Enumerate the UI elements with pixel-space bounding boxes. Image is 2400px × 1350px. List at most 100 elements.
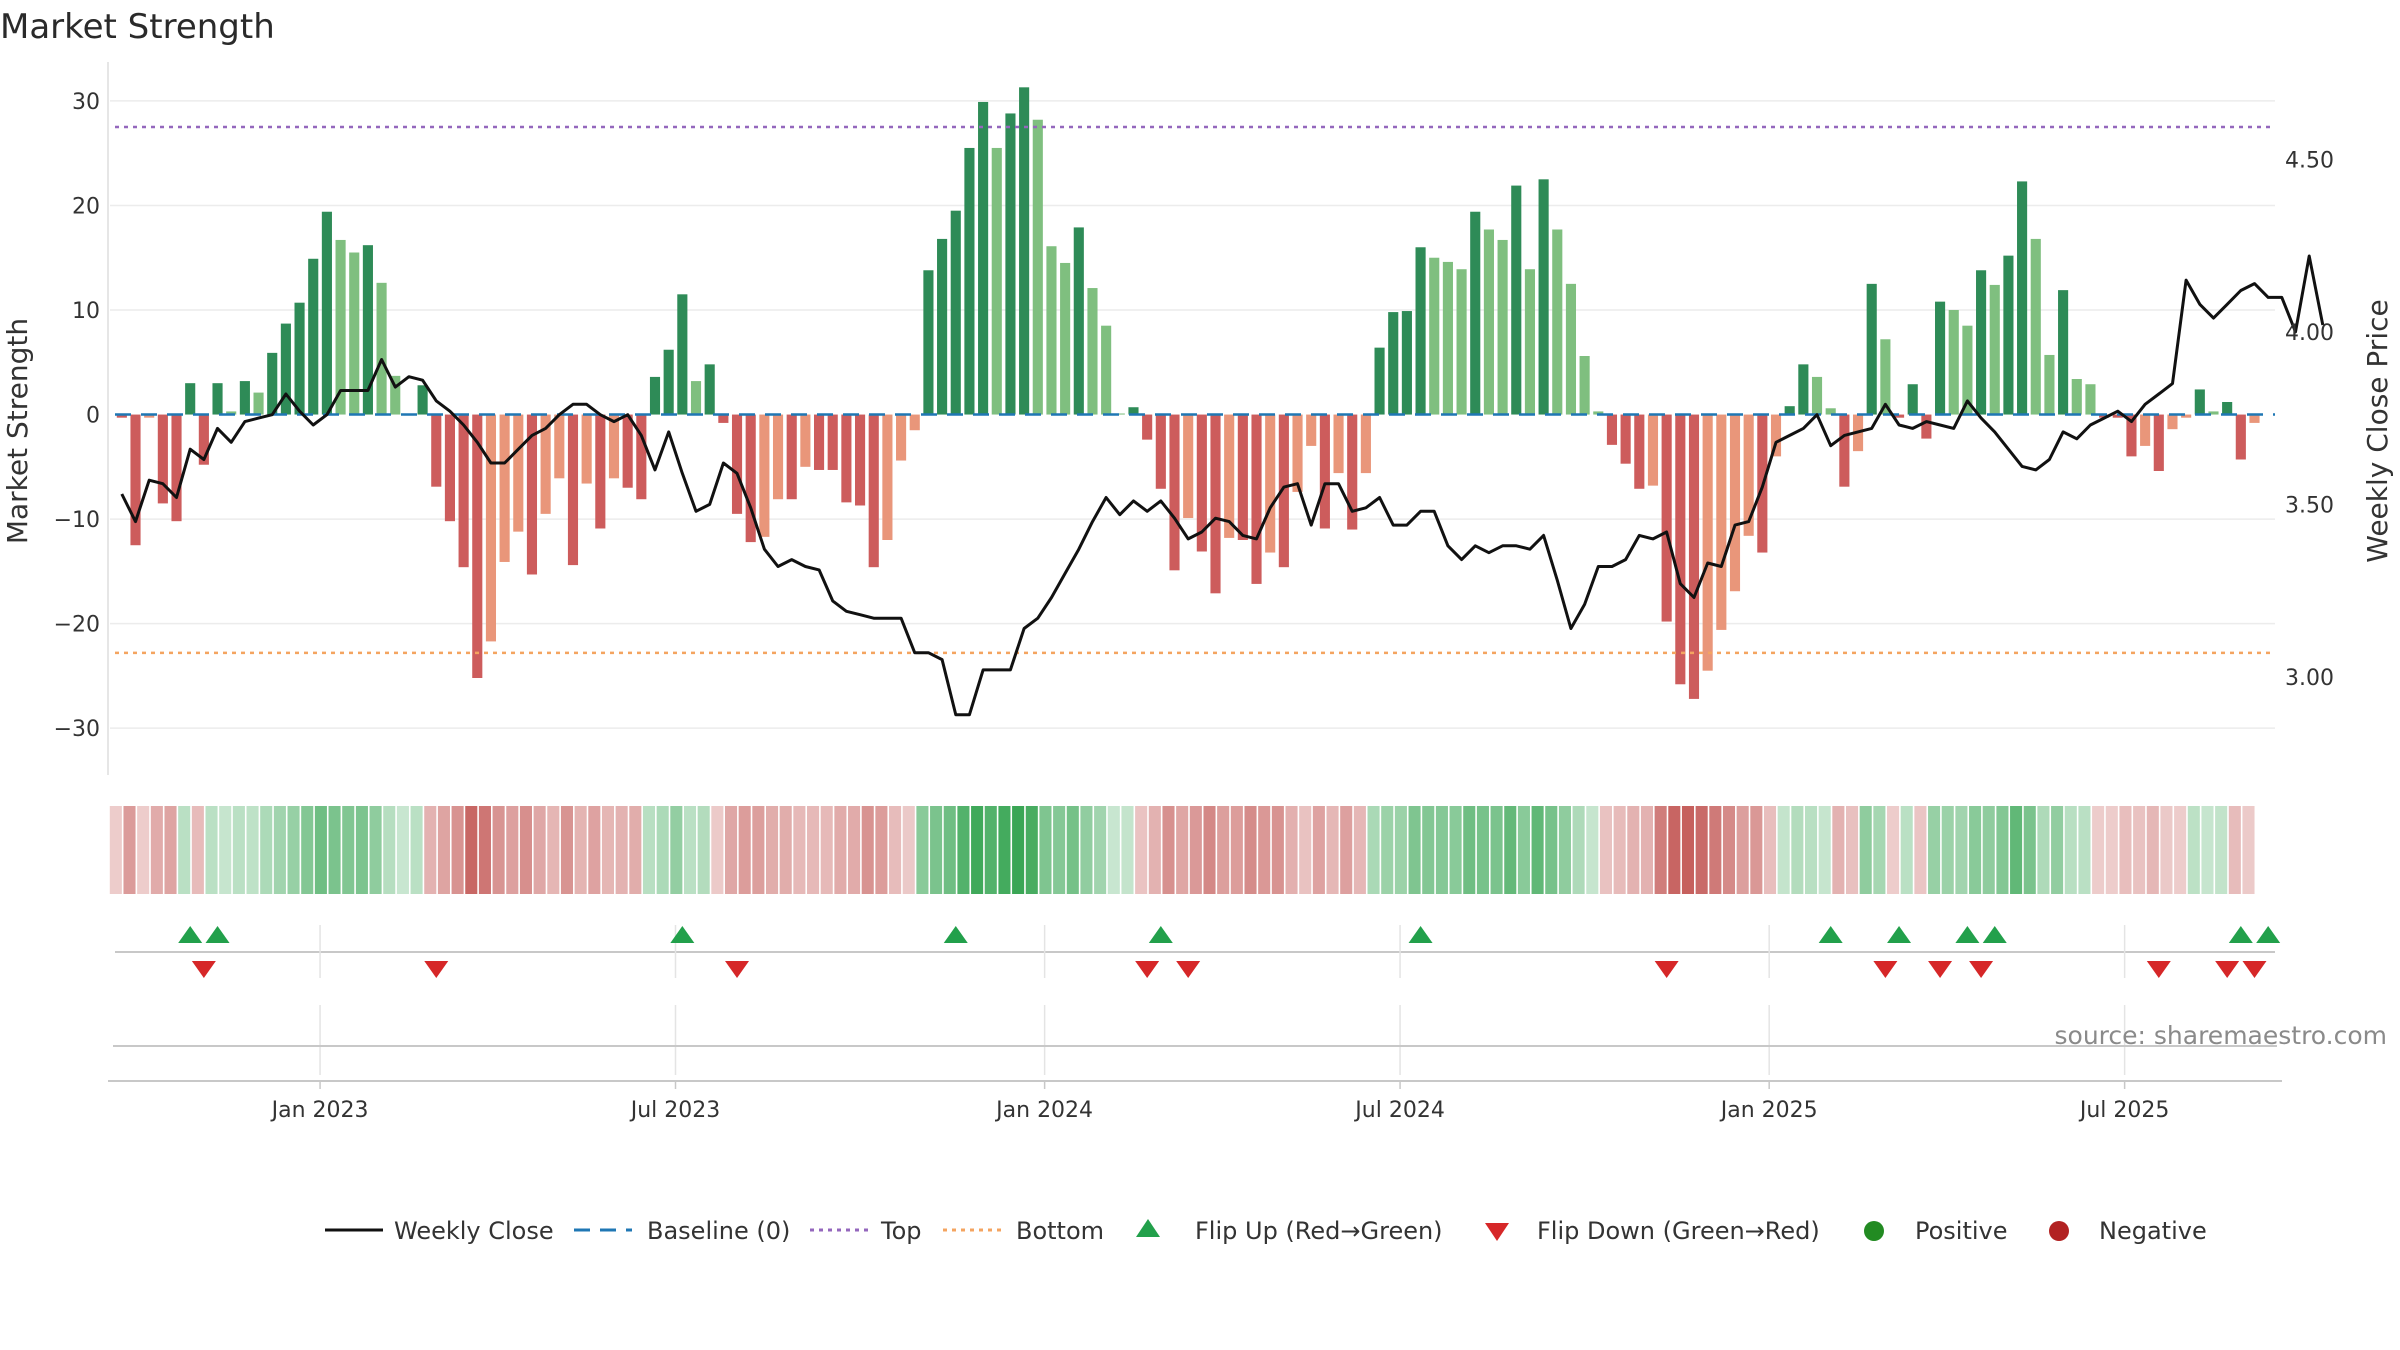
strength-bar xyxy=(690,381,702,415)
heat-cell xyxy=(1176,806,1189,894)
strength-bar xyxy=(636,414,647,500)
strength-bar xyxy=(718,414,729,423)
heat-cell xyxy=(1586,806,1599,894)
strength-bar xyxy=(362,245,373,415)
heat-cell xyxy=(670,806,683,894)
heat-cell xyxy=(2133,806,2146,894)
strength-bar xyxy=(513,414,524,532)
heat-cell xyxy=(820,806,833,894)
heat-cell xyxy=(478,806,491,894)
strength-bar xyxy=(390,375,401,415)
strength-bar xyxy=(950,210,961,415)
strength-bar xyxy=(267,352,278,415)
heat-cell xyxy=(1285,806,1298,894)
heat-cell xyxy=(1900,806,1913,894)
strength-bar xyxy=(937,238,948,415)
heat-cell xyxy=(1791,806,1804,894)
heat-cell xyxy=(1777,806,1790,894)
heat-cell xyxy=(1449,806,1462,894)
strength-bar xyxy=(1634,414,1645,489)
flip-down-marker xyxy=(191,961,216,978)
strength-bar xyxy=(1073,227,1084,415)
heat-cell xyxy=(875,806,888,894)
heat-cell xyxy=(2051,806,2064,894)
strength-bar xyxy=(1155,414,1166,489)
legend-positive-dot-icon xyxy=(1864,1221,1884,1241)
strength-bar xyxy=(1319,414,1330,529)
strength-bar xyxy=(2099,414,2110,418)
flip-up-marker xyxy=(943,926,968,943)
y2-tick-label: 3.00 xyxy=(2285,666,2334,691)
heat-cell xyxy=(1258,806,1271,894)
x-tick-label: Jan 2023 xyxy=(270,1098,369,1123)
strength-bar xyxy=(444,414,455,522)
strength-bar xyxy=(581,414,592,484)
strength-bar xyxy=(1907,384,1918,415)
heat-cell xyxy=(1832,806,1845,894)
legend-top: Top xyxy=(810,1217,922,1245)
strength-bar xyxy=(2071,379,2082,415)
heat-cell xyxy=(1080,806,1093,894)
strength-bar xyxy=(1921,414,1932,439)
heat-cell xyxy=(1545,806,1558,894)
strength-bar xyxy=(923,270,934,415)
strength-bar xyxy=(526,414,538,575)
heat-cell xyxy=(232,806,245,894)
strength-heat-strip xyxy=(109,806,2255,894)
heat-cell xyxy=(2092,806,2105,894)
strength-bar xyxy=(1278,414,1289,568)
legend-flip-up-label: Flip Up (Red→Green) xyxy=(1195,1217,1443,1245)
legend-baseline-label: Baseline (0) xyxy=(647,1217,790,1245)
heat-cell xyxy=(2105,806,2118,894)
heat-cell xyxy=(2023,806,2036,894)
heat-cell xyxy=(848,806,861,894)
flip-up-marker xyxy=(1148,926,1173,943)
heat-cell xyxy=(629,806,642,894)
heat-cell xyxy=(109,806,122,894)
heat-cell xyxy=(697,806,710,894)
heat-cell xyxy=(1107,806,1120,894)
x-tick-label: Jan 2025 xyxy=(1719,1098,1818,1123)
heat-cell xyxy=(656,806,669,894)
heat-cell xyxy=(724,806,738,894)
strength-bar xyxy=(2249,414,2260,423)
heat-cell xyxy=(506,806,519,894)
heat-cell xyxy=(2215,806,2228,894)
legend-flip-down-icon xyxy=(1485,1223,1509,1241)
strength-bar xyxy=(868,414,879,568)
heat-cell xyxy=(137,806,150,894)
strength-bar xyxy=(1333,414,1344,474)
heat-cell xyxy=(2146,806,2159,894)
strength-bar xyxy=(294,302,305,415)
strength-bar xyxy=(1770,414,1782,457)
heat-cell xyxy=(861,806,874,894)
strength-bar xyxy=(855,414,866,506)
strength-bar xyxy=(1675,414,1686,685)
heat-cell xyxy=(1135,806,1148,894)
strength-bar xyxy=(1839,414,1850,487)
strength-bar xyxy=(896,414,907,461)
heat-cell xyxy=(1914,806,1927,894)
heat-cell xyxy=(2187,806,2200,894)
flip-down-marker xyxy=(2146,961,2171,978)
x-tick-label: Jan 2024 xyxy=(994,1098,1093,1123)
heat-cell xyxy=(246,806,259,894)
strength-bar xyxy=(786,414,797,500)
heat-cell xyxy=(1476,806,1489,894)
heat-cell xyxy=(383,806,396,894)
strength-bar xyxy=(608,414,620,479)
y-tick-label: 30 xyxy=(72,90,100,115)
strength-bar xyxy=(1128,407,1139,415)
heat-cell xyxy=(930,806,943,894)
flip-up-marker xyxy=(670,926,695,943)
heat-cell xyxy=(601,806,615,894)
legend-flip-up: Flip Up (Red→Green) xyxy=(1136,1217,1443,1245)
heat-cell xyxy=(1887,806,1900,894)
strength-bar xyxy=(2208,411,2219,415)
heat-cell xyxy=(683,806,697,894)
heat-cell xyxy=(752,806,765,894)
strength-bar xyxy=(1169,414,1180,571)
strength-bar xyxy=(1374,347,1385,415)
strength-bar xyxy=(595,414,606,529)
heat-cell xyxy=(588,806,601,894)
